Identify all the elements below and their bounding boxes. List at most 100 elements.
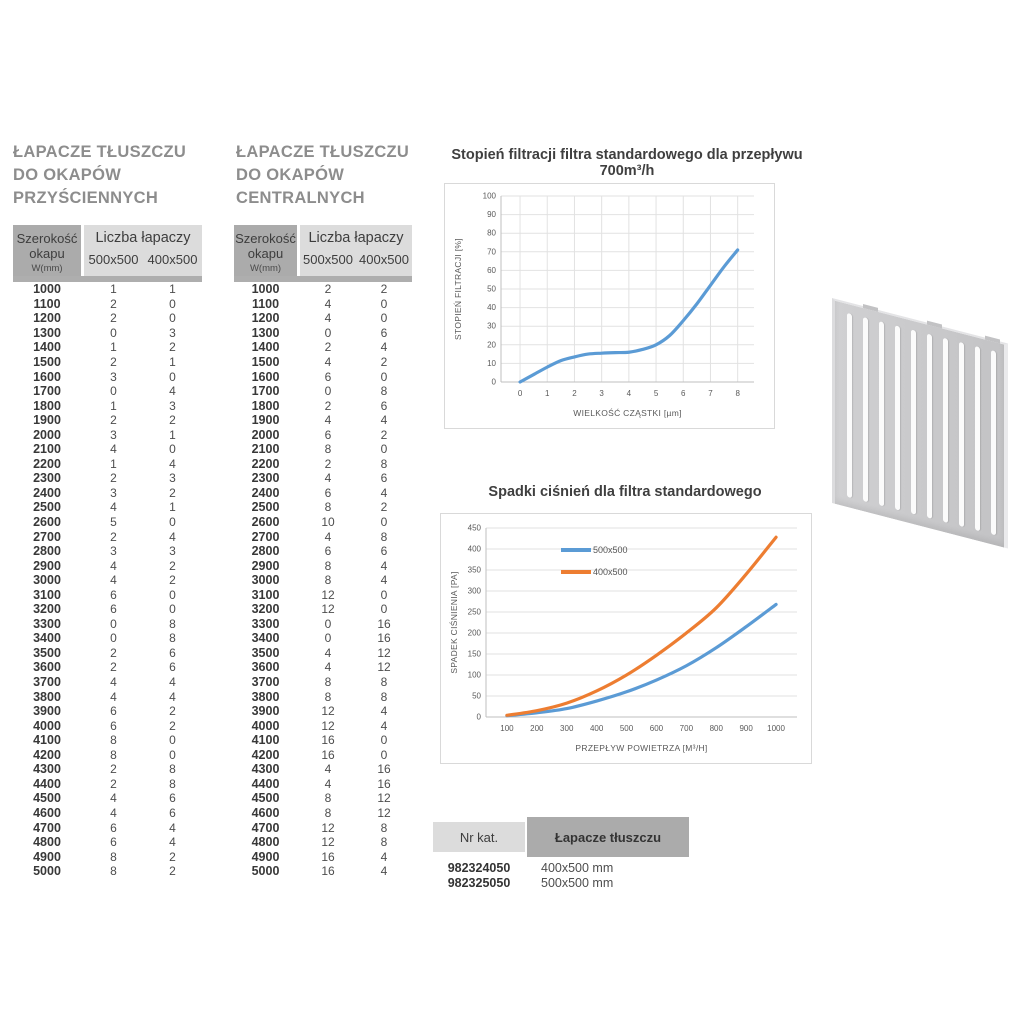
table-cell: 12 <box>377 660 391 675</box>
table-cell: 4 <box>169 835 176 850</box>
table-cell: 12 <box>321 704 335 719</box>
table-cell: 2500 <box>251 500 280 515</box>
table-cell: 6 <box>110 587 117 602</box>
table-row: 3100 12 0 <box>234 587 412 602</box>
table-cell: 3000 <box>33 573 61 588</box>
x-tick-label: 1000 <box>767 724 785 733</box>
table-cell: 4 <box>324 355 332 369</box>
table-cell: 16 <box>321 864 335 879</box>
table-cell: 0 <box>169 311 176 326</box>
table-row: 2800 3 3 <box>13 544 202 559</box>
header-col-500x500: 500x500 <box>88 252 139 267</box>
table-cell: 2 <box>380 282 388 297</box>
table-cell: 3500 <box>251 645 280 660</box>
catalog-table: Nr kat. Łapacze tłuszczu 982324050 400x50… <box>433 817 689 890</box>
table-cell: 1200 <box>251 311 280 326</box>
table-cell: 2700 <box>251 529 280 544</box>
title-line: DO OKAPÓW <box>236 166 345 184</box>
table-row: 4200 16 0 <box>234 748 412 763</box>
table-cell: 1900 <box>251 413 280 428</box>
y-tick-label: 350 <box>468 566 482 575</box>
table-row: 4100 16 0 <box>234 733 412 748</box>
x-tick-label: 900 <box>739 724 753 733</box>
table-cell: 3 <box>110 485 117 500</box>
x-tick-label: 6 <box>681 389 686 398</box>
table-cell: 3200 <box>33 602 61 617</box>
table-row: 4700 6 4 <box>13 820 202 835</box>
table-cell: 4 <box>110 791 117 806</box>
table-cell: 3300 <box>251 616 280 631</box>
table-row: 3000 4 2 <box>13 573 202 588</box>
table-cell: 2 <box>380 355 388 369</box>
table-cell: 3 <box>169 471 176 486</box>
table-row: 1200 2 0 <box>13 311 202 326</box>
table-cell: 16 <box>321 849 335 864</box>
y-tick-label: 300 <box>468 587 482 596</box>
table-cell: 3800 <box>33 689 61 704</box>
table-row: 4400 2 8 <box>13 777 202 792</box>
table-cell: 12 <box>321 820 335 835</box>
filter-slot <box>895 325 900 511</box>
table-cell: 0 <box>110 631 117 646</box>
filter-slot <box>863 317 868 503</box>
table-row: 1400 2 4 <box>234 340 412 355</box>
header-subcolumns: 500x500 400x500 <box>84 246 202 267</box>
table-cell: 3700 <box>251 675 280 690</box>
table-cell: 6 <box>169 645 176 660</box>
table-row: 3300 0 16 <box>234 617 412 632</box>
table-row: 2200 2 8 <box>234 457 412 472</box>
table-cell: 6 <box>110 835 117 850</box>
x-axis-label: PRZEPŁYW POWIETRZA [M³/H] <box>575 743 707 753</box>
table-cell: 2 <box>110 311 117 326</box>
table-cell: 1100 <box>251 296 280 311</box>
central-hoods-table: Szerokość okapu W(mm) Liczba łapaczy 500… <box>234 225 412 878</box>
table-row: 1500 2 1 <box>13 355 202 370</box>
table-cell: 0 <box>169 369 176 384</box>
table-cell: 12 <box>321 587 335 602</box>
table-cell: 0 <box>380 369 388 384</box>
table-cell: 6 <box>110 704 117 719</box>
table-cell: 6 <box>110 718 117 733</box>
table-row: 4100 8 0 <box>13 733 202 748</box>
legend-label-400x500: 400x500 <box>593 567 628 577</box>
table-cell: 4 <box>110 442 117 457</box>
table-cell: 3400 <box>251 631 280 646</box>
table-cell: 2 <box>169 864 176 879</box>
table-cell: 6 <box>169 791 176 806</box>
y-axis-label: SPADEK CIŚNIENIA [PA] <box>448 571 459 673</box>
table-cell: 400x500 mm <box>541 860 614 875</box>
table-row: 2100 4 0 <box>13 442 202 457</box>
table-row: 2400 6 4 <box>234 486 412 501</box>
filter-clip-tab <box>927 320 942 329</box>
table-cell: 3 <box>169 325 176 340</box>
catalog-header: Nr kat. Łapacze tłuszczu <box>433 817 689 857</box>
title-line: DO OKAPÓW <box>13 166 122 184</box>
table-row: 4300 2 8 <box>13 762 202 777</box>
table-row: 1600 3 0 <box>13 369 202 384</box>
header-col-400x500: 400x500 <box>359 252 409 267</box>
table-header: Szerokość okapu W(mm) Liczba łapaczy 500… <box>234 225 412 276</box>
y-tick-label: 50 <box>487 285 496 294</box>
table-cell: 1300 <box>33 325 61 340</box>
y-tick-label: 0 <box>492 378 497 387</box>
table-cell: 4 <box>169 529 176 544</box>
table-cell: 0 <box>380 515 388 530</box>
table-cell: 2 <box>324 282 332 297</box>
table-cell: 0 <box>169 587 176 602</box>
filtration-chart: 0 10 20 30 40 50 60 70 80 90 100 0 1 2 3 4 5 6 7 8 WIELKOŚĆ … <box>444 183 775 429</box>
table-cell: 1100 <box>33 296 61 311</box>
table-cell: 2500 <box>33 500 61 515</box>
header-col-400x500: 400x500 <box>147 252 198 267</box>
table-cell: 3700 <box>33 675 61 690</box>
header-group-label: Liczba łapaczy <box>95 230 191 246</box>
title-line: PRZYŚCIENNYCH <box>13 189 159 207</box>
table-cell: 4 <box>110 675 117 690</box>
table-cell: 2700 <box>33 529 61 544</box>
table-row: 1700 0 4 <box>13 384 202 399</box>
table-cell: 1600 <box>33 369 61 384</box>
table-cell: 3900 <box>33 704 61 719</box>
table-cell: 0 <box>169 747 176 762</box>
table-cell: 4 <box>169 689 176 704</box>
table-cell: 4600 <box>251 805 280 820</box>
